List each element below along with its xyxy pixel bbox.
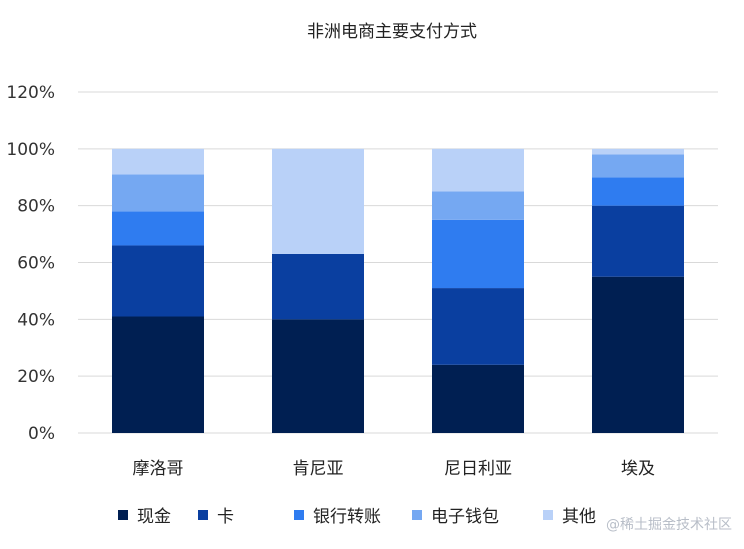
y-tick-label: 60% [17,254,55,274]
bar-segment [272,253,364,320]
bar-segment [272,319,364,433]
y-tick-label: 80% [17,197,55,217]
bar-segment [112,148,204,175]
bar-segment [432,219,524,289]
legend-swatch [412,510,422,520]
x-category-label: 尼日利亚 [444,459,512,479]
y-tick-label: 40% [17,310,55,330]
bar-segment [592,177,684,206]
bar-segment [432,191,524,220]
bar-segment [592,154,684,178]
y-tick-label: 20% [17,367,55,387]
bars [112,148,684,433]
legend-label: 现金 [137,507,171,527]
legend-swatch [294,510,304,520]
bar-segment [432,148,524,192]
bar-segment [272,148,364,254]
legend-label: 其他 [562,507,596,527]
watermark: @稀土掘金技术社区 [606,517,732,533]
y-tick-label: 120% [6,83,55,103]
legend-swatch [543,510,553,520]
x-axis-categories: 摩洛哥 肯尼亚 尼日利亚 埃及 [133,459,656,479]
chart-title: 非洲电商主要支付方式 [307,22,477,42]
legend-label: 卡 [217,507,234,527]
bar-segment [112,211,204,246]
legend-label: 电子钱包 [431,507,499,527]
bar-segment [432,364,524,433]
bar-segment [112,174,204,212]
legend: 现金 卡 银行转账 电子钱包 其他 [118,507,596,527]
legend-label: 银行转账 [313,507,381,527]
legend-swatch [118,510,128,520]
legend-swatch [198,510,208,520]
y-tick-label: 100% [6,140,55,160]
bar-segment [592,276,684,433]
x-category-label: 埃及 [621,459,655,479]
y-tick-label: 0% [28,424,55,444]
bar-segment [432,288,524,365]
bar-segment [592,148,684,155]
bar-segment [112,245,204,317]
x-category-label: 肯尼亚 [293,459,344,479]
bar-segment [112,316,204,433]
x-category-label: 摩洛哥 [133,459,184,479]
y-axis-ticks: 0% 20% 40% 60% 80% 100% 120% [6,83,55,444]
bar-segment [592,205,684,277]
